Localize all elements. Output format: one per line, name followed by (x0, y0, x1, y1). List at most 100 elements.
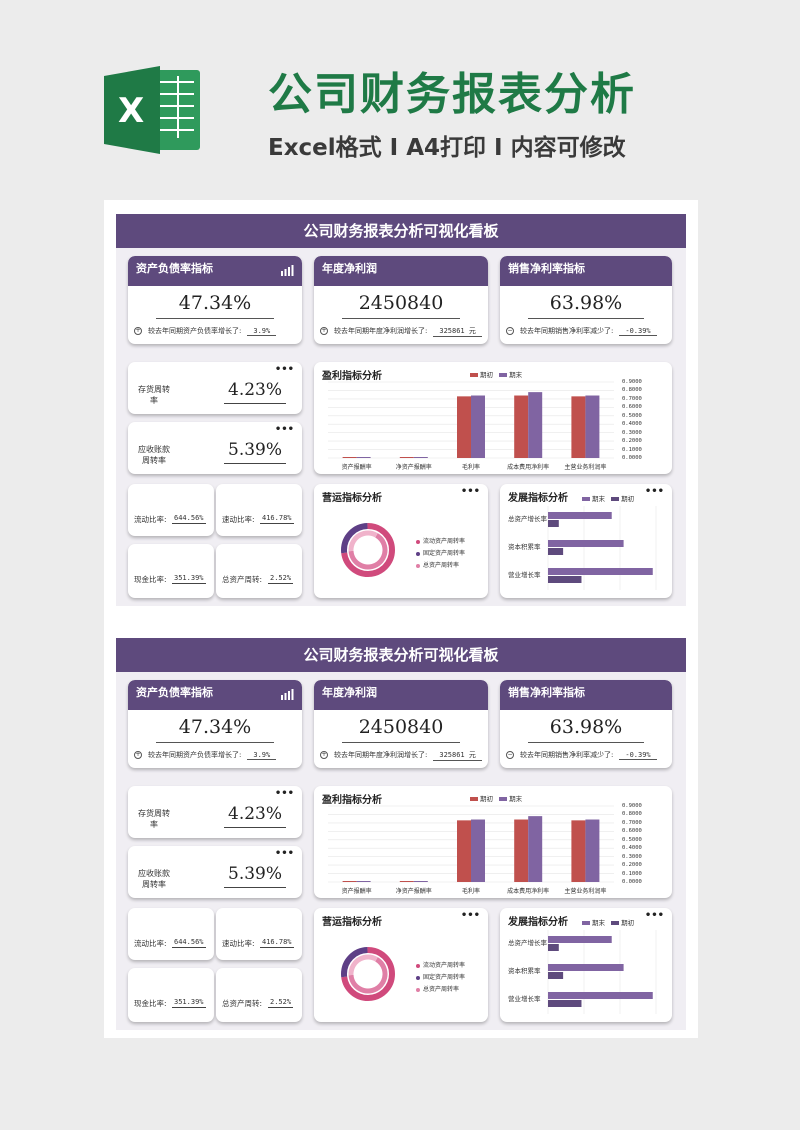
kpi-card-debt-ratio[interactable]: 资产负债率指标 47.34% + 较去年同期资产负债率增长了: 3.9% (128, 256, 302, 344)
ratio-value: 644.56% (172, 514, 206, 524)
more-icon[interactable]: ••• (274, 848, 294, 859)
ratio-value: 2.52% (268, 998, 294, 1008)
donut-legend-3: 总资产周转率 (416, 984, 459, 993)
legend-series-1: 期初 (480, 371, 493, 379)
turnover-card-receivables[interactable]: ••• 应收账款周转率 5.39% (128, 846, 302, 898)
ratio-value: 416.78% (260, 514, 294, 524)
kpi-compare-value: -0.39% (619, 327, 657, 336)
ratio-label: 流动比率: (134, 515, 167, 524)
more-icon[interactable]: ••• (274, 364, 294, 375)
ratio-card-cash[interactable]: 现金比率: 351.39% (128, 968, 214, 1022)
donut-ring-outer-2 (341, 947, 395, 1001)
ratio-card-quick[interactable]: 速动比率: 416.78% (216, 908, 302, 960)
chart-legend: 期末 期初 (582, 493, 634, 503)
legend-series-1: 期末 (592, 495, 605, 503)
kpi-compare-text: 较去年同期年度净利润增长了: (334, 327, 428, 335)
profitability-chart[interactable]: 盈利指标分析 期初 期末 0.9000 0.8000 0.7000 0.6000 0.5… (314, 362, 672, 474)
more-icon[interactable]: ••• (644, 486, 664, 497)
dashboard: 公司财务报表分析可视化看板 资产负债率指标 47.34% + 较去年同期资产负债率… (116, 638, 686, 1030)
ratio-card-asset-turnover[interactable]: 总资产周转: 2.52% (216, 968, 302, 1022)
donut-legend-1: 流动资产周转率 (416, 536, 465, 545)
divider (156, 742, 274, 743)
hbar-start (548, 576, 582, 583)
ratio-card-current[interactable]: 流动比率: 644.56% (128, 908, 214, 960)
turnover-card-inventory[interactable]: ••• 存货周转率 4.23% (128, 362, 302, 414)
operating-chart[interactable]: 营运指标分析 ••• 流动资产周转率 固定资产周转率 总资产周转率 (314, 908, 488, 1022)
dashboard-title: 公司财务报表分析可视化看板 (116, 214, 686, 248)
donut-legend-3: 总资产周转率 (416, 560, 459, 569)
chart-title: 盈利指标分析 (322, 371, 382, 382)
profitability-chart[interactable]: 盈利指标分析 期初 期末 0.9000 0.8000 0.7000 0.6000 0.5… (314, 786, 672, 898)
ratio-card-asset-turnover[interactable]: 总资产周转: 2.52% (216, 544, 302, 598)
turnover-card-receivables[interactable]: ••• 应收账款周转率 5.39% (128, 422, 302, 474)
x-tick-label: 成本费用净利率 (507, 888, 550, 895)
ratio-card-quick[interactable]: 速动比率: 416.78% (216, 484, 302, 536)
y-tick-label: 0.2000 (622, 862, 642, 869)
operating-chart[interactable]: 营运指标分析 ••• 流动资产周转率 固定资产周转率 总资产周转率 (314, 484, 488, 598)
divider (528, 318, 644, 319)
hbar-end (548, 936, 612, 943)
kpi-compare-value: 325861 元 (433, 326, 482, 337)
legend-series-2: 期初 (621, 919, 635, 927)
y-category-label: 营业增长率 (508, 995, 541, 1003)
bar-start (514, 819, 529, 882)
development-chart-svg (547, 930, 657, 1014)
kpi-card-sales-margin[interactable]: 销售净利率指标 63.98% − 较去年同期销售净利率减少了: -0.39% (500, 256, 672, 344)
donut-chart (341, 523, 395, 577)
bar-start (342, 881, 357, 882)
kpi-title: 年度净利润 (314, 680, 488, 710)
x-tick-label: 资产报酬率 (341, 464, 372, 471)
kpi-card-net-profit[interactable]: 年度净利润 2450840 + 较去年同期年度净利润增长了: 325861 元 (314, 680, 488, 768)
kpi-compare: − 较去年同期销售净利率减少了: -0.39% (506, 750, 657, 760)
more-icon[interactable]: ••• (460, 486, 480, 497)
kpi-compare-value: 3.9% (247, 751, 277, 760)
bar-start (399, 457, 414, 458)
kpi-compare-value: -0.39% (619, 751, 657, 760)
ratio-card-cash[interactable]: 现金比率: 351.39% (128, 544, 214, 598)
y-tick-label: 0.3000 (622, 429, 642, 436)
bar-end (356, 881, 371, 882)
kpi-card-net-profit[interactable]: 年度净利润 2450840 + 较去年同期年度净利润增长了: 325861 元 (314, 256, 488, 344)
development-chart[interactable]: 发展指标分析 ••• 期末 期初 总资产增长率 资本积累率 营业增长率 (500, 908, 672, 1022)
bar-end (413, 457, 428, 458)
divider (342, 318, 460, 319)
profitability-chart-svg (328, 805, 614, 883)
divider (156, 318, 274, 319)
more-icon[interactable]: ••• (460, 910, 480, 921)
ratio-card-current[interactable]: 流动比率: 644.56% (128, 484, 214, 536)
turnover-label: 应收账款周转率 (138, 445, 170, 465)
divider (528, 742, 644, 743)
chart-title: 营运指标分析 (322, 493, 382, 504)
development-chart-svg (547, 506, 657, 590)
development-chart[interactable]: 发展指标分析 ••• 期末 期初 总资产增长率 资本积累率 营业增长率 (500, 484, 672, 598)
kpi-compare-text: 较去年同期年度净利润增长了: (334, 751, 428, 759)
hbar-end (548, 512, 612, 519)
donut-legend-2: 固定资产周转率 (416, 972, 465, 981)
ratio-value: 351.39% (172, 998, 206, 1008)
kpi-compare-value: 325861 元 (433, 750, 482, 761)
y-tick-label: 0.7000 (622, 395, 642, 402)
ratio-label: 流动比率: (134, 939, 167, 948)
kpi-value: 63.98% (549, 716, 623, 738)
turnover-card-inventory[interactable]: ••• 存货周转率 4.23% (128, 786, 302, 838)
kpi-compare: + 较去年同期资产负债率增长了: 3.9% (134, 750, 277, 760)
x-tick-label: 主营业务利润率 (564, 464, 607, 471)
more-icon[interactable]: ••• (274, 788, 294, 799)
kpi-title: 资产负债率指标 (128, 256, 302, 286)
kpi-card-debt-ratio[interactable]: 资产负债率指标 47.34% + 较去年同期资产负债率增长了: 3.9% (128, 680, 302, 768)
chart-legend: 期初 期末 (470, 793, 522, 803)
bar-chart-icon (281, 265, 294, 276)
y-tick-label: 0.0000 (622, 455, 642, 461)
more-icon[interactable]: ••• (644, 910, 664, 921)
donut-ring-inner (348, 954, 388, 994)
svg-text:X: X (118, 91, 144, 131)
page-header: X 公司财务报表分析 Excel格式 I A4打印 I 内容可修改 (0, 0, 800, 195)
y-tick-label: 0.8000 (622, 387, 642, 394)
more-icon[interactable]: ••• (274, 424, 294, 435)
kpi-card-sales-margin[interactable]: 销售净利率指标 63.98% − 较去年同期销售净利率减少了: -0.39% (500, 680, 672, 768)
bar-chart-icon (281, 689, 294, 700)
divider (342, 742, 460, 743)
chart-legend: 期末 期初 (582, 917, 634, 927)
y-tick-label: 0.0000 (622, 879, 642, 885)
dashboard: 公司财务报表分析可视化看板 资产负债率指标 47.34% + 较去年同期资产负债率… (116, 214, 686, 606)
